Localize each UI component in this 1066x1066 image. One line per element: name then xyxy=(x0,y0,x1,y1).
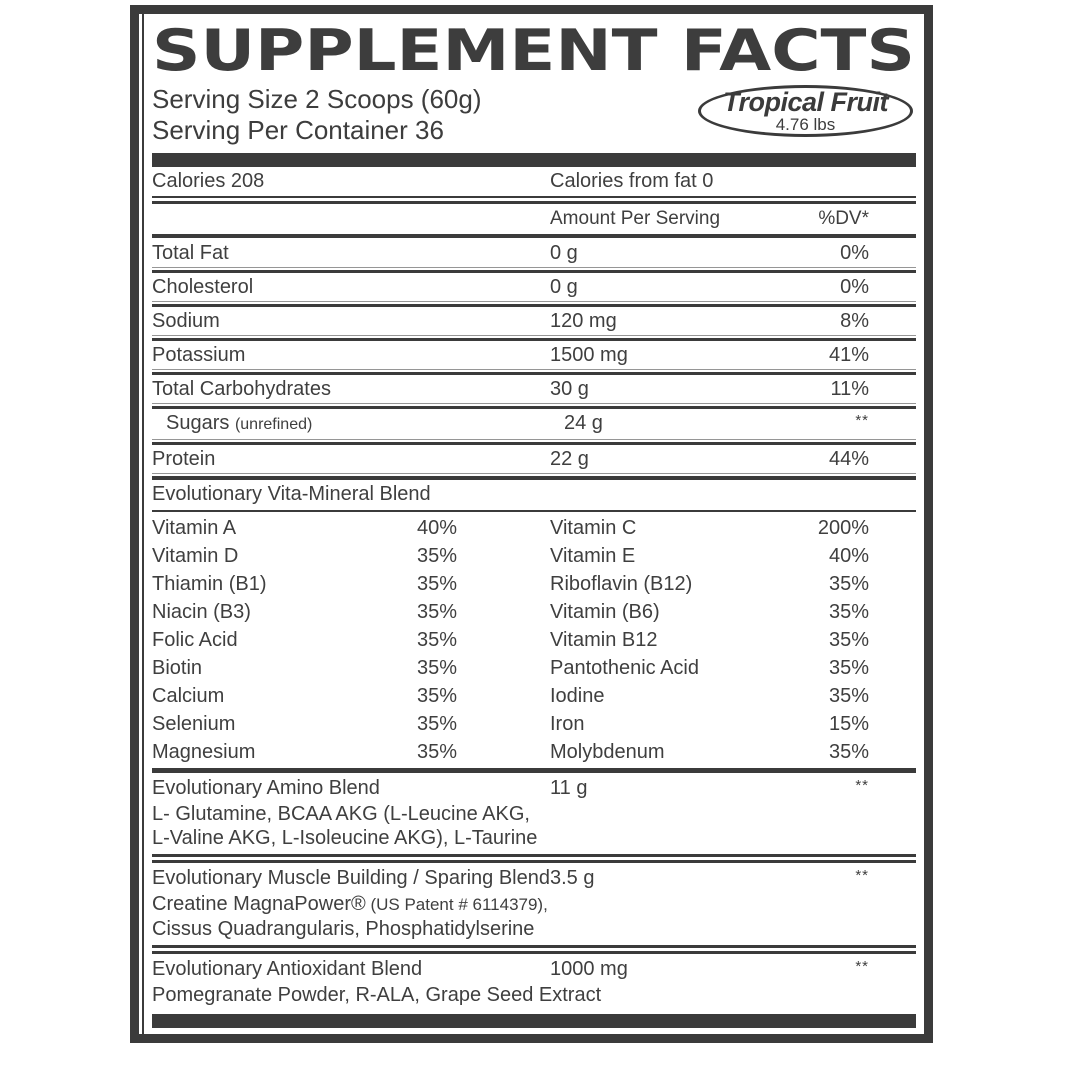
table-row-cholesterol: Cholesterol 0 g 0% xyxy=(152,276,869,298)
vita-row: Selenium 35% Iron 15% xyxy=(152,713,869,735)
vita-mineral-blend-title: Evolutionary Vita-Mineral Blend xyxy=(152,483,431,505)
vita-row: Biotin 35% Pantothenic Acid 35% xyxy=(152,657,869,679)
rule xyxy=(152,768,916,773)
muscle-blend-section: Evolutionary Muscle Building / Sparing B… xyxy=(152,864,916,944)
rule xyxy=(152,510,916,512)
blend-ingredients-line: L-Valine AKG, L-Isoleucine AKG), L-Tauri… xyxy=(152,827,538,849)
rule xyxy=(152,196,916,204)
blend-header-row: Evolutionary Antioxidant Blend 1000 mg *… xyxy=(152,958,869,980)
serving-info: Serving Size 2 Scoops (60g) Serving Per … xyxy=(152,84,916,146)
rule xyxy=(152,267,916,273)
vita-mineral-grid: Vitamin A 40% Vitamin C 200% Vitamin D 35% … xyxy=(152,514,916,766)
calories-row: Calories 208 Calories from fat 0 xyxy=(152,167,916,195)
blend-ingredients-line: Creatine MagnaPower® (US Patent # 611437… xyxy=(152,893,548,915)
flavor-badge: Tropical Fruit 4.76 lbs xyxy=(698,85,913,137)
blend-ingredients-line: Pomegranate Powder, R-ALA, Grape Seed Ex… xyxy=(152,984,602,1006)
rule xyxy=(152,403,916,409)
blend-header-row: Evolutionary Amino Blend 11 g ** xyxy=(152,777,869,799)
net-weight: 4.76 lbs xyxy=(775,115,836,134)
calories-value: Calories 208 xyxy=(152,170,265,192)
table-row-sodium: Sodium 120 mg 8% xyxy=(152,310,869,332)
vita-row: Vitamin D 35% Vitamin E 40% xyxy=(152,545,869,567)
divider-bar-top xyxy=(152,153,916,167)
serving-size: Serving Size 2 Scoops (60g) xyxy=(152,84,482,114)
other-ingredients: Other Ingredients: 100% Unrefined Evapor… xyxy=(152,1033,916,1043)
amount-per-serving-header: Amount Per Serving xyxy=(550,208,721,229)
patent-note: (US Patent # 6114379), xyxy=(365,895,548,914)
rule xyxy=(152,945,916,954)
blend-ingredients-line: L- Glutamine, BCAA AKG (L-Leucine AKG, xyxy=(152,803,530,825)
column-headers-row: Amount Per Serving %DV* xyxy=(152,205,916,233)
table-row-total-carbohydrates: Total Carbohydrates 30 g 11% xyxy=(152,378,869,400)
table-row-total-fat: Total Fat 0 g 0% xyxy=(152,242,869,264)
panel-title: SUPPLEMENT FACTS xyxy=(152,18,915,84)
sugars-note: (unrefined) xyxy=(234,416,313,433)
vita-row: Niacin (B3) 35% Vitamin (B6) 35% xyxy=(152,601,869,623)
table-row-protein: Protein 22 g 44% xyxy=(152,448,869,470)
other-ingredients-text: 100% Unrefined Evaporated Cane Juice, Io… xyxy=(152,1035,916,1043)
table-row-potassium: Potassium 1500 mg 41% xyxy=(152,344,869,366)
rule xyxy=(152,369,916,375)
servings-per-container: Serving Per Container 36 xyxy=(152,115,444,145)
table-row-sugars: Sugars (unrefined) 24 g ** xyxy=(166,412,869,434)
supplement-facts-panel: SUPPLEMENT FACTS Serving Size 2 Scoops (… xyxy=(130,5,933,1043)
divider-bar-bottom xyxy=(152,1014,916,1028)
vita-row: Thiamin (B1) 35% Riboflavin (B12) 35% xyxy=(152,573,869,595)
antioxidant-blend-section: Evolutionary Antioxidant Blend 1000 mg *… xyxy=(152,955,916,1010)
rule xyxy=(152,301,916,307)
blend-header-row: Evolutionary Muscle Building / Sparing B… xyxy=(152,867,869,889)
rule xyxy=(152,854,916,863)
other-ingredients-label: Other Ingredients: xyxy=(152,1035,330,1043)
rule xyxy=(152,335,916,341)
amino-blend-section: Evolutionary Amino Blend 11 g ** L- Glut… xyxy=(152,774,916,853)
calories-from-fat: Calories from fat 0 xyxy=(550,170,714,192)
blend-ingredients-line: Cissus Quadrangularis, Phosphatidylserin… xyxy=(152,918,535,940)
rule xyxy=(152,439,916,445)
vita-row: Magnesium 35% Molybdenum 35% xyxy=(152,741,869,763)
dv-header: %DV* xyxy=(818,208,869,229)
rule xyxy=(152,473,916,480)
vita-row: Vitamin A 40% Vitamin C 200% xyxy=(152,517,869,539)
vita-row: Calcium 35% Iodine 35% xyxy=(152,685,869,707)
rule xyxy=(152,234,916,238)
vita-row: Folic Acid 35% Vitamin B12 35% xyxy=(152,629,869,651)
flavor-name: Tropical Fruit xyxy=(722,87,889,117)
